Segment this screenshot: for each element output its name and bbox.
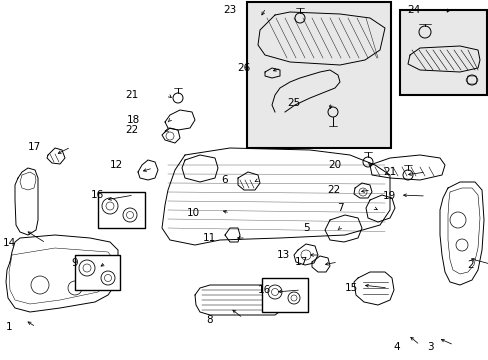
Text: 17: 17: [294, 257, 307, 267]
Text: 21: 21: [382, 167, 395, 177]
Text: 5: 5: [303, 223, 309, 233]
Text: 20: 20: [327, 160, 340, 170]
Bar: [399, 10, 486, 95]
Text: 10: 10: [186, 208, 200, 218]
Text: 14: 14: [3, 238, 16, 248]
Text: 2: 2: [467, 260, 473, 270]
Text: 3: 3: [427, 342, 433, 352]
Text: 6: 6: [221, 175, 227, 185]
Text: 17: 17: [28, 142, 41, 152]
Bar: [262, 278, 307, 312]
Text: 25: 25: [287, 98, 301, 108]
Text: 9: 9: [71, 258, 78, 268]
Text: 7: 7: [337, 203, 343, 213]
Text: 15: 15: [344, 283, 357, 293]
Text: 11: 11: [203, 233, 216, 243]
Text: 19: 19: [382, 191, 395, 201]
Text: 26: 26: [237, 63, 250, 73]
Text: 18: 18: [126, 115, 140, 125]
Text: 21: 21: [124, 90, 138, 100]
Text: 16: 16: [91, 190, 104, 200]
Bar: [246, 2, 390, 148]
Text: 22: 22: [124, 125, 138, 135]
Text: 16: 16: [257, 285, 270, 295]
Text: 24: 24: [406, 5, 419, 15]
Text: 12: 12: [109, 160, 123, 170]
Text: 22: 22: [327, 185, 340, 195]
Text: 8: 8: [206, 315, 213, 325]
Text: 13: 13: [276, 250, 289, 260]
Bar: [75, 255, 120, 290]
Text: 4: 4: [392, 342, 399, 352]
Text: 1: 1: [5, 322, 12, 332]
Bar: [98, 192, 145, 228]
Text: 23: 23: [223, 5, 236, 15]
